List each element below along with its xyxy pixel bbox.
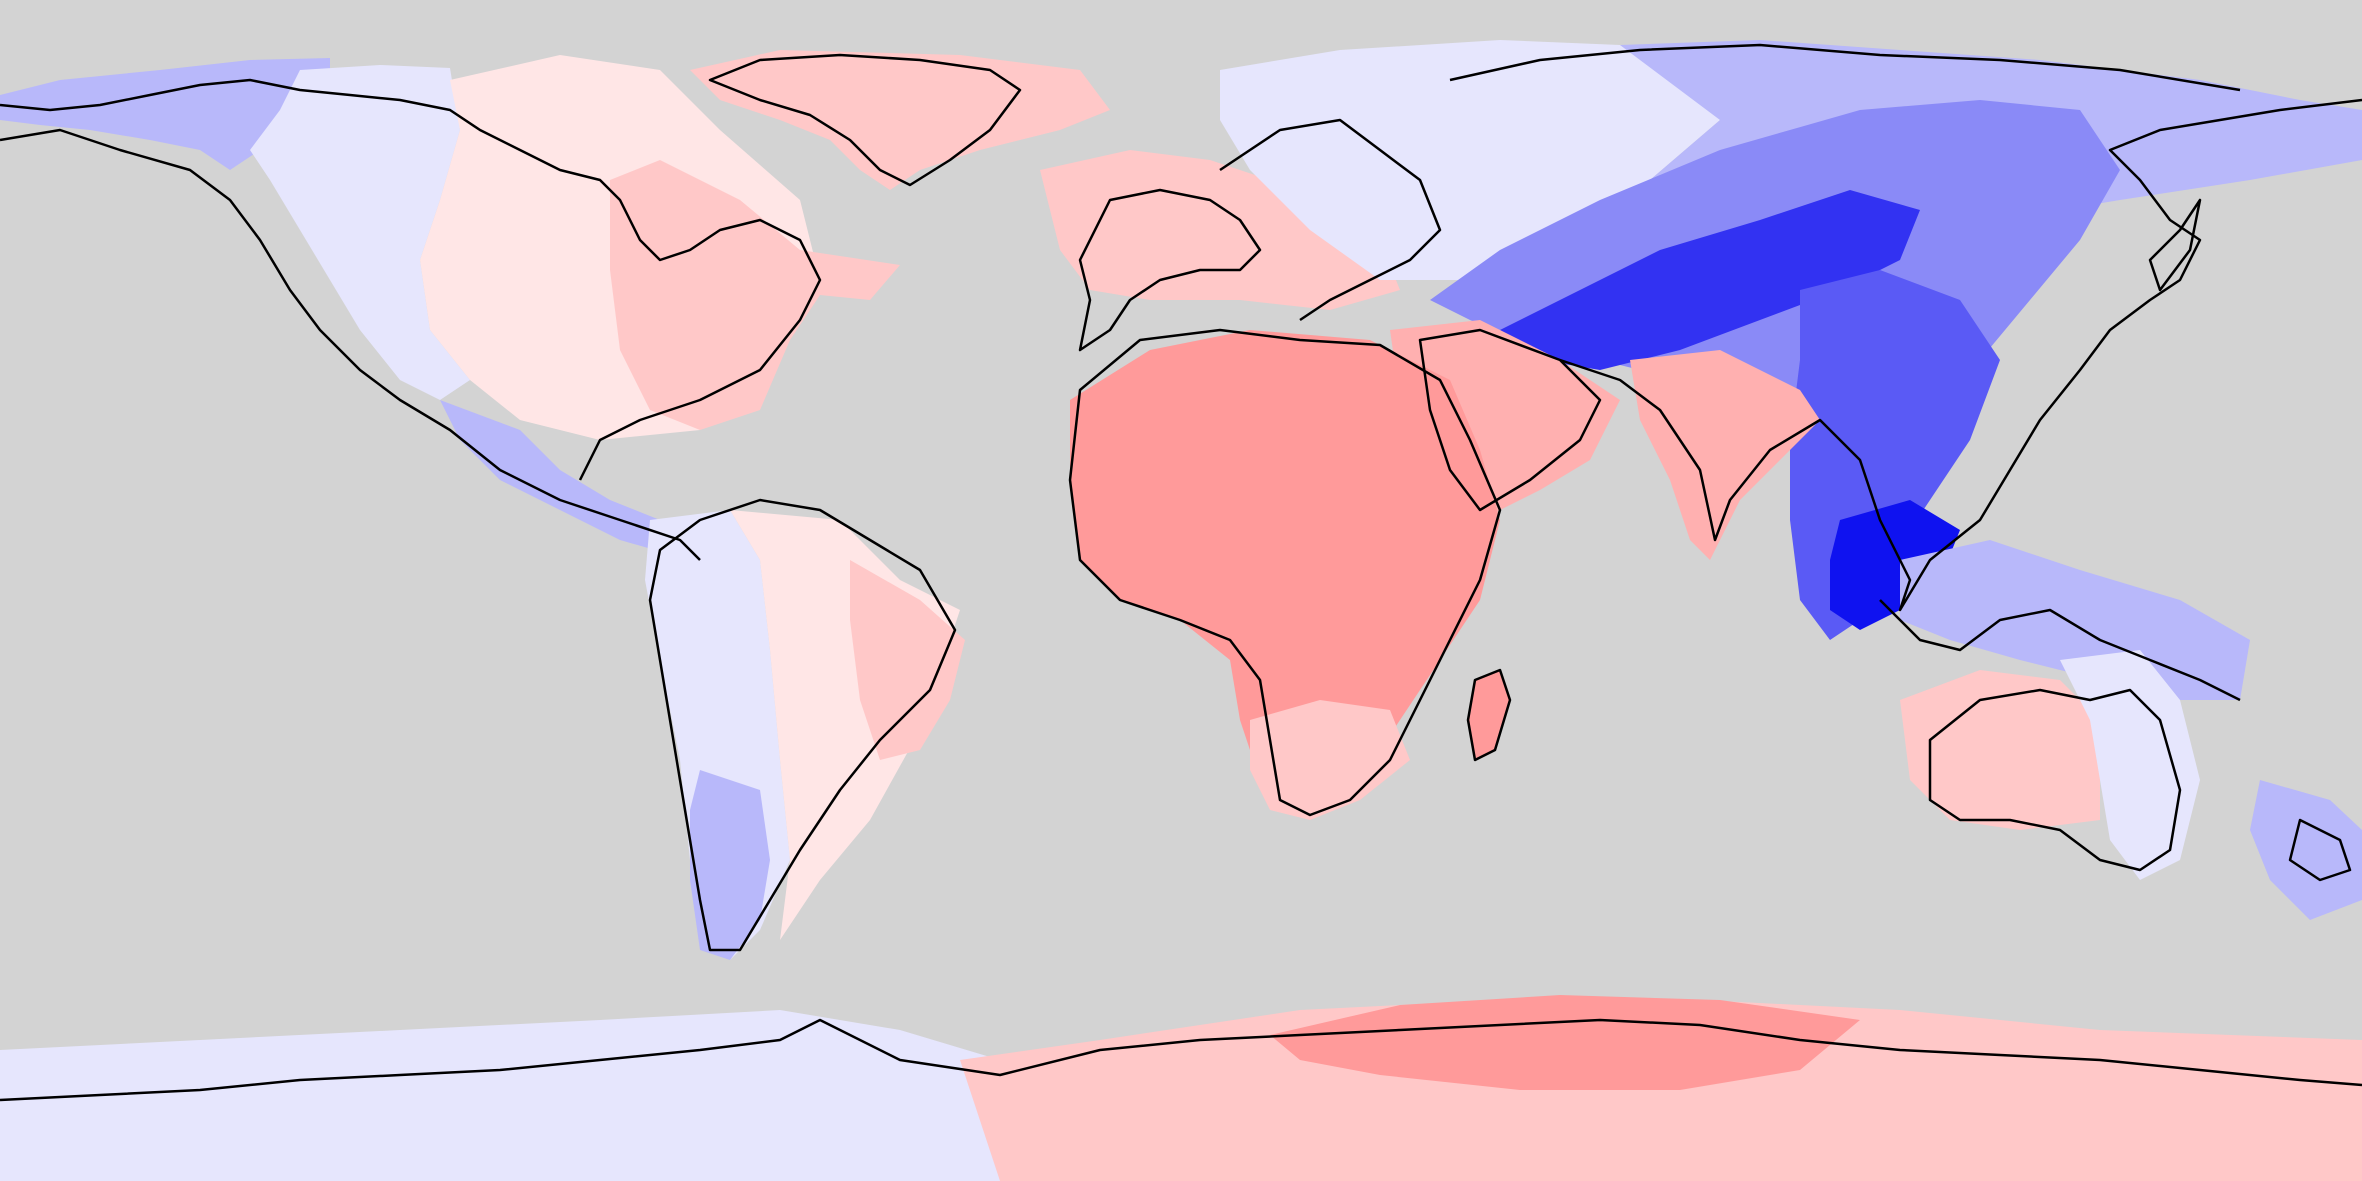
- coastline-new-zealand: [2288, 818, 2352, 882]
- india-shade: [1630, 350, 1820, 560]
- coastlines: [0, 43, 2362, 1102]
- australia-west-shade: [1900, 670, 2100, 830]
- coastline-greenland: [708, 53, 1022, 187]
- coastline-asia: [1449, 43, 2362, 612]
- australia-east-shade: [2060, 650, 2200, 880]
- brazil-east-shade: [850, 560, 965, 760]
- coastline-antarctica: [0, 1018, 2362, 1102]
- northeast-north-america-shade: [610, 160, 900, 430]
- antarctica-east-core-shade: [1270, 995, 1860, 1090]
- coastline-europe: [1078, 118, 1442, 352]
- alaska-western-canada-shade: [0, 58, 330, 170]
- africa-shade: [1070, 330, 1500, 800]
- coastline-madagascar: [1466, 668, 1512, 762]
- coastline-maritime-sea: [1879, 599, 2241, 702]
- maritime-southeast-asia-shade: [1900, 540, 2250, 700]
- new-zealand-shade: [2250, 780, 2362, 920]
- patagonia-shade: [690, 770, 770, 960]
- indochina-core-shade: [1830, 500, 1960, 630]
- tibet-himalaya-shade: [1500, 190, 1920, 370]
- coastline-japan: [2148, 198, 2202, 292]
- western-north-america-shade: [250, 65, 470, 400]
- madagascar-shade: [1468, 670, 1510, 760]
- greenland-shade: [690, 50, 1110, 190]
- coastline-australia: [1928, 688, 2182, 872]
- scandinavia-russia-west-shade: [1220, 40, 1720, 280]
- antarctica-west-shade: [0, 1010, 1000, 1181]
- coastline-africa: [1068, 328, 1502, 817]
- coastline-south-america: [648, 498, 957, 952]
- europe-west-shade: [1040, 150, 1400, 310]
- coastline-north-america: [0, 78, 822, 561]
- central-america-shade: [440, 400, 700, 560]
- anomaly-shading: [0, 40, 2362, 1181]
- coastline-arabia: [1418, 328, 1602, 512]
- southern-africa-shade: [1250, 700, 1410, 820]
